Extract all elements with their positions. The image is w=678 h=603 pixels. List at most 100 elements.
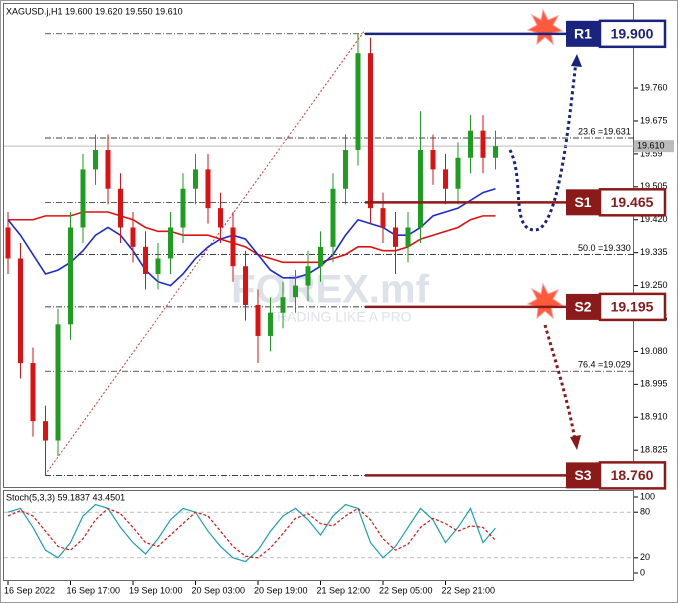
candle-body bbox=[255, 304, 261, 336]
stoch-line bbox=[7, 507, 496, 559]
x-tick-label: 16 Sep 2022 bbox=[4, 585, 55, 595]
candle-body bbox=[480, 130, 486, 158]
level-value-box bbox=[598, 19, 667, 49]
y-tick-label: 19.335 bbox=[640, 247, 668, 257]
burst bbox=[526, 282, 564, 320]
candle-body bbox=[168, 227, 173, 259]
arrow-head bbox=[571, 54, 582, 67]
level-box bbox=[566, 20, 600, 47]
candle-body bbox=[405, 227, 411, 247]
fib-trend bbox=[44, 29, 366, 476]
candle-body bbox=[330, 188, 336, 247]
candle-body bbox=[468, 130, 473, 158]
stoch-tick-label: 100 bbox=[640, 491, 655, 501]
fib-label: 50.0 =19.330 bbox=[578, 243, 631, 253]
candle-body bbox=[155, 258, 161, 274]
y-tick-label: 19.675 bbox=[640, 115, 668, 125]
candle-body bbox=[130, 227, 136, 247]
level-name: R1 bbox=[574, 26, 592, 42]
y-tick-label: 19.760 bbox=[640, 82, 668, 92]
level-name: S2 bbox=[574, 299, 591, 315]
candle-body bbox=[293, 285, 298, 298]
stoch-tick-label: 80 bbox=[640, 507, 650, 517]
stoch-tick-label: 0 bbox=[640, 567, 645, 577]
ma-line bbox=[7, 187, 496, 287]
candle-body bbox=[43, 421, 48, 441]
x-tick-label: 21 Sep 12:00 bbox=[317, 585, 371, 595]
candle-body bbox=[55, 324, 61, 441]
candle-body bbox=[380, 208, 386, 228]
candle-body bbox=[230, 227, 236, 267]
candle-body bbox=[80, 169, 86, 228]
x-tick-label: 20 Sep 03:00 bbox=[192, 585, 246, 595]
x-tick-label: 22 Sep 05:00 bbox=[379, 585, 433, 595]
candle-body bbox=[243, 266, 248, 305]
candle-body bbox=[5, 227, 11, 259]
stoch-title: Stoch(5,3,3) 59.1837 43.4501 bbox=[6, 492, 125, 502]
candle-body bbox=[180, 188, 186, 228]
candle-body bbox=[18, 258, 23, 364]
candle-body bbox=[430, 150, 436, 170]
level-name: S3 bbox=[574, 467, 591, 483]
x-tick-label: 19 Sep 10:00 bbox=[129, 585, 183, 595]
candle-body bbox=[455, 157, 461, 189]
candle-body bbox=[118, 188, 123, 228]
y-tick-label: 19.250 bbox=[640, 280, 668, 290]
stoch-line bbox=[7, 503, 496, 563]
level-box bbox=[566, 462, 600, 489]
y-tick-label: 19.59 bbox=[640, 148, 663, 158]
stoch-panel bbox=[3, 490, 634, 581]
x-tick-label: 16 Sep 17:00 bbox=[67, 585, 121, 595]
level-value: 19.195 bbox=[611, 299, 654, 315]
fib-label: 23.6 =19.631 bbox=[578, 126, 631, 136]
candle-body bbox=[143, 246, 148, 274]
arrow-head bbox=[570, 435, 581, 450]
level-value-box bbox=[598, 292, 667, 322]
candle-body bbox=[268, 312, 273, 336]
candle-body bbox=[418, 150, 423, 228]
burst bbox=[526, 8, 564, 46]
level-value-box bbox=[598, 461, 667, 490]
y-tick-label: 19.420 bbox=[640, 214, 668, 224]
candle-body bbox=[343, 150, 348, 189]
chart-title: XAGUSD.j,H1 19.600 19.620 19.550 19.610 bbox=[6, 6, 183, 16]
candle-body bbox=[355, 53, 361, 151]
candle-body bbox=[493, 146, 498, 158]
watermark-sub: TRADING LIKE A PRO bbox=[268, 309, 411, 325]
x-tick-label: 22 Sep 21:00 bbox=[442, 585, 496, 595]
ma-line bbox=[8, 211, 496, 264]
watermark: FOREX.mf bbox=[231, 268, 429, 312]
candle-body bbox=[105, 150, 111, 189]
candle-body bbox=[30, 363, 36, 422]
arrow-up bbox=[508, 61, 578, 232]
candle-body bbox=[93, 150, 98, 170]
candle-body bbox=[280, 297, 286, 313]
candle-body bbox=[193, 169, 198, 189]
candle-body bbox=[368, 53, 373, 209]
stoch-tick-label: 20 bbox=[640, 552, 650, 562]
level-value: 19.900 bbox=[611, 26, 654, 42]
main-panel bbox=[3, 3, 634, 488]
candle-body bbox=[68, 227, 73, 325]
y-tick-label: 19.505 bbox=[640, 181, 668, 191]
level-value-box bbox=[598, 188, 667, 217]
price-tag-label: 19.610 bbox=[637, 141, 665, 151]
level-value: 18.760 bbox=[611, 467, 654, 483]
candle-body bbox=[305, 266, 311, 286]
candle-body bbox=[393, 227, 398, 247]
y-tick-label: 18.995 bbox=[640, 379, 668, 389]
candle-body bbox=[205, 169, 211, 209]
y-tick-label: 18.825 bbox=[640, 445, 668, 455]
level-box bbox=[566, 189, 600, 216]
candle-body bbox=[443, 169, 448, 189]
y-tick-label: 18.910 bbox=[640, 412, 668, 422]
y-tick-label: 19.080 bbox=[640, 346, 668, 356]
fib-label: 76.4 =19.029 bbox=[578, 360, 631, 370]
level-name: S1 bbox=[574, 194, 591, 210]
level-box bbox=[566, 293, 600, 320]
candle-body bbox=[218, 208, 223, 228]
level-value: 19.465 bbox=[611, 194, 654, 210]
price-tag bbox=[634, 140, 674, 153]
